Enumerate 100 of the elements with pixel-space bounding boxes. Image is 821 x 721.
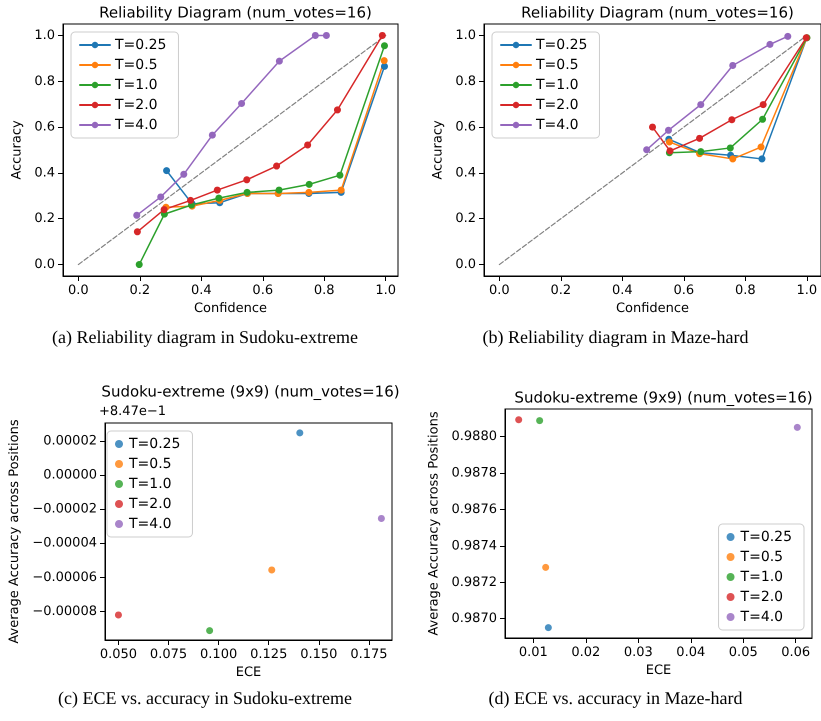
point	[697, 101, 704, 108]
point	[312, 32, 319, 39]
point	[157, 193, 164, 200]
point	[306, 180, 313, 188]
point	[378, 514, 385, 522]
text: (d) ECE vs. accuracy in Maze-hard	[488, 688, 742, 708]
x-tick-label: 0.6	[252, 283, 274, 298]
point	[544, 624, 552, 632]
chart-title: Reliability Diagram (num_votes=16)	[521, 4, 794, 22]
point	[784, 32, 792, 40]
legend-label: T=0.25	[128, 436, 180, 452]
y-tick-label: 0.4	[34, 165, 55, 180]
y-tick-label: 0.0	[34, 257, 55, 272]
x-tick-label: 0.100	[200, 647, 238, 662]
point	[794, 424, 801, 431]
y-axis-title: Average Accuracy across Positions	[426, 411, 442, 636]
y-tick-label: −0.00004	[32, 536, 97, 551]
point	[134, 228, 141, 236]
x-tick-label: 0.6	[674, 283, 694, 298]
point	[334, 106, 341, 114]
y-tick-label: 0.8	[455, 74, 476, 89]
x-tick-label: 0.06	[781, 645, 810, 660]
legend-label: T=0.5	[128, 456, 172, 472]
y-tick-label: 0.9870	[452, 611, 497, 626]
y-tick-label: 0.9878	[452, 466, 497, 481]
point	[758, 155, 766, 162]
x-tick-label: 0.4	[612, 283, 633, 298]
point	[136, 261, 143, 268]
y-tick-label: 0.9874	[452, 538, 497, 554]
y-tick-label: 0.9876	[452, 502, 497, 517]
legend-label: T=1.0	[128, 476, 172, 492]
point	[515, 416, 522, 424]
x-tick-label: 0.2	[550, 283, 572, 298]
point	[238, 100, 246, 107]
x-tick-label: 0.05	[728, 645, 758, 660]
y-tick-label: −0.00008	[32, 604, 97, 619]
y-axis-title: Accuracy	[9, 120, 24, 180]
point	[214, 186, 221, 194]
point	[649, 124, 656, 131]
legend-label: T=0.5	[740, 549, 784, 565]
point	[378, 32, 386, 39]
point	[729, 155, 736, 162]
chart-title: Reliability Diagram (num_votes=16)	[99, 4, 372, 22]
y-tick-label: 0.00000	[43, 467, 97, 482]
legend-label: T=0.25	[535, 37, 588, 53]
point	[380, 42, 388, 50]
y-tick-label: 0.9872	[452, 574, 497, 590]
point	[542, 564, 550, 571]
point	[336, 172, 344, 179]
y-tick-label: 0.6	[455, 120, 476, 135]
point	[268, 566, 276, 574]
x-axis-title: Confidence	[194, 300, 268, 316]
x-tick-label: 0.125	[250, 647, 288, 662]
point	[114, 611, 122, 618]
x-tick-label: 0.075	[150, 647, 188, 662]
point	[729, 62, 736, 69]
x-tick-label: 0.050	[100, 647, 138, 662]
point	[766, 40, 774, 48]
point	[664, 126, 672, 134]
y-tick-label: 0.6	[34, 120, 55, 135]
point	[322, 32, 330, 39]
point	[759, 116, 766, 123]
y-axis-title: Accuracy	[430, 120, 446, 180]
x-tick-label: 1.0	[375, 283, 396, 298]
y-tick-label: 0.2	[455, 211, 476, 226]
point	[243, 176, 250, 184]
y-tick-label: 0.8	[34, 74, 55, 89]
x-axis-title: ECE	[646, 662, 672, 678]
point	[760, 101, 767, 108]
y-tick-label: 0.4	[455, 165, 476, 180]
legend-label: T=0.25	[114, 37, 166, 53]
point	[696, 134, 704, 142]
point	[380, 57, 388, 64]
x-tick-label: 0.02	[571, 645, 600, 660]
legend-label: T=0.5	[114, 57, 158, 73]
x-tick-label: 0.150	[300, 647, 338, 662]
point	[208, 132, 216, 139]
point	[643, 146, 650, 154]
x-tick-label: 1.0	[796, 283, 818, 298]
point	[206, 627, 214, 634]
point	[160, 206, 168, 214]
x-tick-label: 0.8	[314, 283, 335, 298]
text: (a) Reliability diagram in Sudoku-extreme	[52, 327, 358, 347]
y-tick-label: 0.00002	[43, 433, 97, 448]
x-tick-label: 0.04	[676, 645, 706, 660]
legend-label: T=1.0	[740, 569, 784, 585]
legend-label: T=4.0	[114, 117, 158, 133]
point	[180, 170, 188, 178]
x-tick-label: 0.175	[350, 647, 388, 662]
point	[380, 62, 388, 70]
point	[726, 144, 734, 152]
legend-label: T=2.0	[535, 97, 579, 113]
point	[296, 429, 304, 436]
point	[276, 186, 283, 194]
y-tick-label: 1.0	[455, 28, 476, 43]
point	[666, 138, 673, 146]
y-tick-label: 0.9880	[452, 429, 497, 444]
text: (b) Reliability diagram in Maze-hard	[482, 327, 748, 347]
y-tick-label: −0.00002	[32, 502, 97, 517]
y-tick-label: 0.2	[34, 211, 55, 226]
